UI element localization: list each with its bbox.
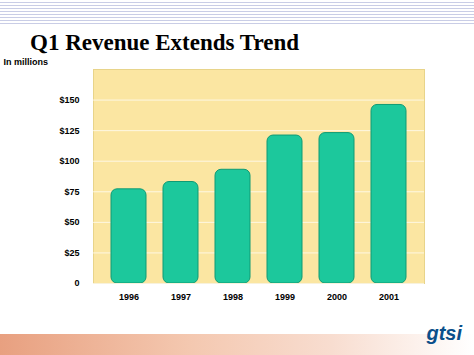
svg-text:$125: $125 [59, 126, 79, 136]
svg-text:2000: 2000 [327, 292, 347, 302]
svg-text:1996: 1996 [119, 292, 139, 302]
svg-text:1997: 1997 [171, 292, 191, 302]
svg-text:$100: $100 [59, 156, 79, 166]
svg-text:0: 0 [74, 278, 79, 288]
svg-text:$25: $25 [64, 248, 79, 258]
svg-text:$50: $50 [64, 217, 79, 227]
svg-text:$150: $150 [59, 95, 79, 105]
svg-text:2001: 2001 [379, 292, 399, 302]
svg-text:1999: 1999 [275, 292, 295, 302]
html-text:gtsi: gtsi [426, 322, 462, 344]
svg-text:1998: 1998 [223, 292, 243, 302]
html-text:Q1 Revenue Extends Trend: Q1 Revenue Extends Trend [30, 30, 299, 55]
svg-text:In millions: In millions [4, 57, 49, 67]
svg-text:$75: $75 [64, 187, 79, 197]
